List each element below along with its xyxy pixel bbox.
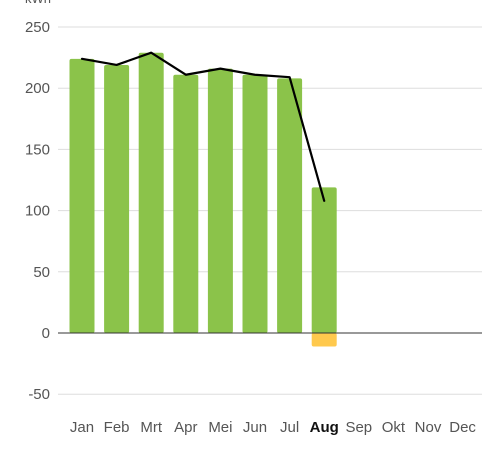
bar-feb bbox=[104, 64, 130, 333]
y-axis-unit-label: kWh bbox=[25, 0, 51, 6]
bar-mei bbox=[207, 68, 233, 333]
y-tick-label: -50 bbox=[28, 386, 50, 403]
month-label-jun[interactable]: Jun bbox=[243, 419, 267, 436]
bar-mrt bbox=[138, 52, 164, 333]
month-label-sep[interactable]: Sep bbox=[345, 419, 372, 436]
bar-aug bbox=[311, 187, 337, 333]
month-label-okt[interactable]: Okt bbox=[382, 419, 406, 436]
month-label-mei[interactable]: Mei bbox=[208, 419, 232, 436]
line-series bbox=[80, 51, 326, 202]
y-axis-ticks: 250 200 150 100 50 0 -50 bbox=[25, 19, 50, 403]
y-tick-label: 100 bbox=[25, 203, 50, 220]
month-label-jan[interactable]: Jan bbox=[70, 419, 94, 436]
y-tick-label: 200 bbox=[25, 80, 50, 97]
cumulative-line bbox=[80, 51, 326, 202]
y-tick-label: 0 bbox=[42, 325, 50, 342]
y-tick-label: 250 bbox=[25, 19, 50, 36]
bar-jan bbox=[69, 58, 95, 333]
month-label-apr[interactable]: Apr bbox=[174, 419, 197, 436]
month-label-mrt[interactable]: Mrt bbox=[140, 419, 162, 436]
bar-apr bbox=[173, 74, 199, 334]
bar-jul bbox=[277, 78, 303, 334]
bar-aug-negative bbox=[311, 333, 337, 347]
bars bbox=[69, 52, 337, 347]
month-label-dec[interactable]: Dec bbox=[449, 419, 476, 436]
month-label-jul[interactable]: Jul bbox=[280, 419, 299, 436]
x-axis-labels: Jan Feb Mrt Apr Mei Jun Jul Aug Sep Okt Nov Dec bbox=[70, 419, 477, 436]
y-tick-label: 50 bbox=[33, 264, 50, 281]
month-label-feb[interactable]: Feb bbox=[104, 419, 130, 436]
month-label-aug[interactable]: Aug bbox=[310, 419, 339, 436]
month-label-nov[interactable]: Nov bbox=[415, 419, 442, 436]
y-tick-label: 150 bbox=[25, 141, 50, 158]
bar-jun bbox=[242, 74, 268, 334]
